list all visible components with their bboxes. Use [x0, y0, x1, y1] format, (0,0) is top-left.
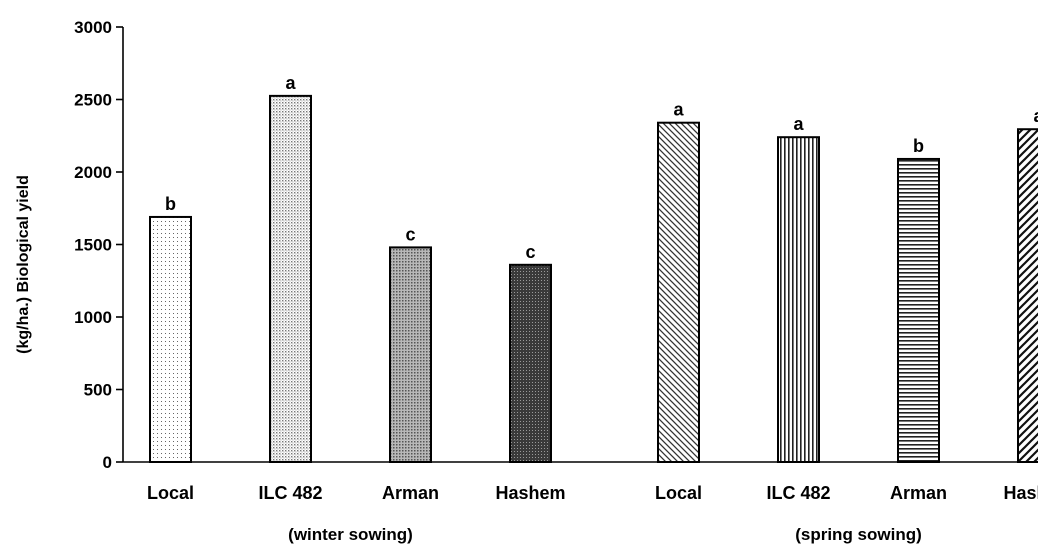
- bar-hashem: [509, 263, 552, 463]
- y-tick-label: 1000: [74, 308, 112, 327]
- group-label: (spring sowing): [795, 525, 922, 544]
- significance-letter: b: [913, 136, 924, 156]
- x-category-label: Hashem: [495, 483, 565, 503]
- x-category-label: ILC 482: [258, 483, 322, 503]
- x-category-label: Hashem: [1003, 483, 1038, 503]
- bar-ilc-482: [269, 94, 312, 463]
- y-tick-label: 1500: [74, 236, 112, 255]
- bar-local: [149, 215, 192, 463]
- labels-layer: b Local a ILC 482 c Arman c Hashem (winter sowin…: [147, 73, 1038, 544]
- y-tick-label: 0: [103, 453, 112, 472]
- x-category-label: ILC 482: [766, 483, 830, 503]
- y-axis: 0 500 1000 1500 2000 2500 3000: [74, 18, 123, 472]
- significance-letter: c: [405, 224, 415, 244]
- significance-letter: b: [165, 194, 176, 214]
- bar-arman: [389, 246, 432, 463]
- y-tick-label: 2000: [74, 163, 112, 182]
- bars-layer: [149, 94, 1038, 463]
- bar-arman: [897, 157, 940, 463]
- significance-letter: a: [673, 100, 684, 120]
- x-category-label: Local: [147, 483, 194, 503]
- group-label: (winter sowing): [288, 525, 413, 544]
- significance-letter: c: [525, 242, 535, 262]
- significance-letter: a: [285, 73, 296, 93]
- significance-letter: a: [793, 114, 804, 134]
- y-tick-label: 2500: [74, 91, 112, 110]
- y-axis-title: (kg/ha.) Biological yield: [15, 175, 32, 354]
- x-category-label: Arman: [382, 483, 439, 503]
- y-tick-label: 3000: [74, 18, 112, 37]
- x-category-label: Arman: [890, 483, 947, 503]
- bar-hashem: [1017, 128, 1038, 463]
- bar-ilc-482: [777, 136, 820, 463]
- significance-letter: a: [1033, 106, 1038, 126]
- x-category-label: Local: [655, 483, 702, 503]
- bar-local: [657, 121, 700, 463]
- y-tick-label: 500: [84, 381, 112, 400]
